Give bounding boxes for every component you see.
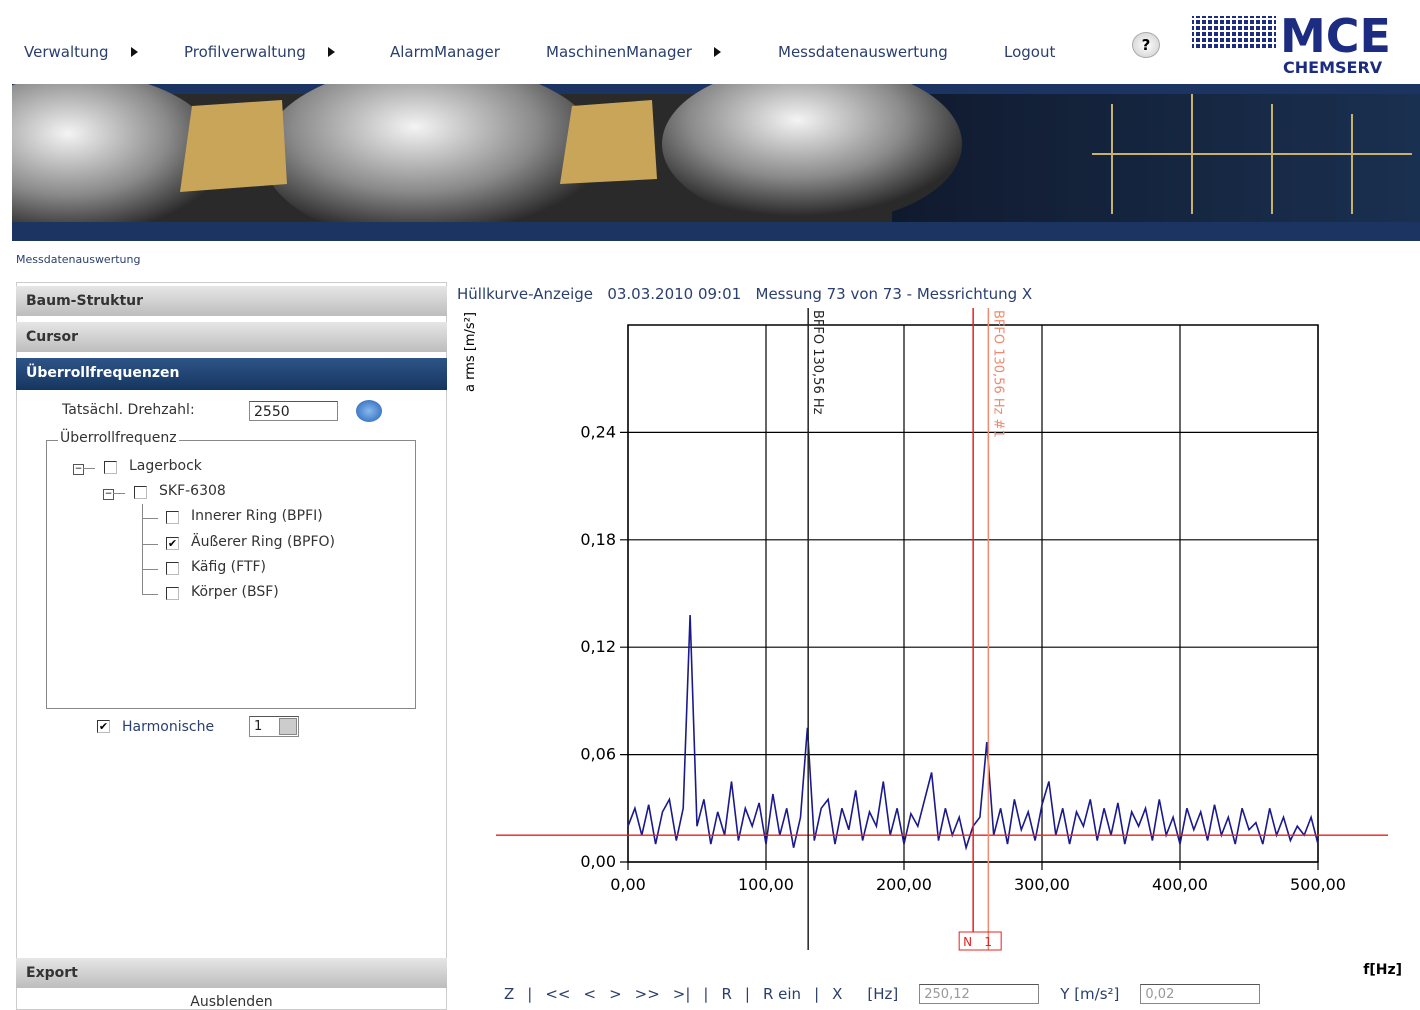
speed-label: Tatsächl. Drehzahl: — [62, 402, 195, 418]
y-tick-label: 0,00 — [580, 852, 616, 871]
nav-link[interactable]: Messdatenauswertung — [778, 43, 948, 61]
logo: MCE CHEMSERV — [1190, 14, 1420, 79]
separator: | — [703, 985, 708, 1003]
toolbar-button[interactable]: << — [545, 985, 570, 1003]
checkbox[interactable] — [104, 461, 117, 474]
toolbar-button[interactable]: >> — [635, 985, 660, 1003]
cursor-tag: N — [963, 935, 972, 949]
section-header[interactable]: Überrollfrequenzen — [16, 358, 447, 390]
toolbar-button[interactable]: < — [583, 985, 596, 1003]
toolbar-button[interactable]: R — [721, 985, 731, 1003]
refresh-button[interactable] — [356, 400, 382, 422]
y-tick-label: 0,06 — [580, 745, 616, 764]
harmonics-select[interactable]: 1 — [249, 716, 299, 737]
checkbox[interactable]: ✔ — [166, 537, 179, 550]
separator: | — [527, 985, 532, 1003]
tree-line — [142, 518, 158, 519]
select-value: 1 — [254, 719, 262, 734]
tree-line — [83, 468, 95, 469]
y-label: Y [m/s²] — [1060, 985, 1119, 1003]
tree-label: Lagerbock — [129, 458, 202, 474]
tree-label: Innerer Ring (BPFI) — [191, 508, 323, 524]
chart: 0,00 0,06 0,12 0,18 0,24 0,00 100,00 200,00 300,… — [450, 300, 1420, 980]
nav-link[interactable]: Profilverwaltung — [184, 43, 306, 61]
x-tick-label: 200,00 — [876, 875, 932, 894]
logo-name: MCE — [1280, 14, 1391, 63]
submenu-arrow — [131, 47, 138, 57]
checkbox[interactable] — [166, 562, 179, 575]
tree-line — [142, 530, 143, 556]
marker-tag: 1 — [984, 935, 992, 949]
tree-label: SKF-6308 — [159, 483, 226, 499]
separator: | — [814, 985, 819, 1003]
toolbar-button[interactable]: >| — [673, 985, 691, 1003]
y-tick-label: 0,12 — [580, 637, 616, 656]
checkbox[interactable] — [166, 511, 179, 524]
banner — [12, 84, 1420, 241]
checkbox[interactable]: ✔ — [97, 720, 110, 733]
hide-link[interactable]: Ausblenden — [16, 994, 447, 1010]
tree-toggle[interactable]: − — [73, 464, 84, 475]
tree-line — [142, 555, 143, 581]
tree-line — [142, 594, 158, 595]
x-tick-label: 0,00 — [610, 875, 646, 894]
section-header[interactable]: Cursor — [16, 322, 447, 352]
page: ? MCE CHEMSERV Messdatenauswertung Baum-… — [0, 0, 1420, 1010]
nav-link[interactable]: Logout — [1004, 43, 1055, 61]
x-tick-label: 400,00 — [1152, 875, 1208, 894]
nav-link[interactable]: MaschinenManager — [546, 43, 692, 61]
checkbox[interactable] — [166, 587, 179, 600]
marker-label: BFFO 130,56 Hz #1 — [990, 310, 1005, 438]
x-label: X — [832, 985, 842, 1003]
section-header[interactable]: Baum-Struktur — [16, 286, 447, 316]
x-unit: [Hz] — [867, 985, 898, 1003]
x-axis-label: f[Hz] — [1363, 962, 1402, 978]
y-tick-label: 0,18 — [580, 530, 616, 549]
select-arrow[interactable] — [279, 718, 297, 735]
submenu-arrow — [714, 47, 721, 57]
tree-line — [142, 544, 158, 545]
speed-input[interactable]: 2550 — [249, 401, 338, 421]
breadcrumb: Messdatenauswertung — [16, 253, 140, 266]
help-button[interactable]: ? — [1132, 32, 1160, 58]
y-input[interactable]: 0,02 — [1140, 984, 1260, 1004]
separator: | — [745, 985, 750, 1003]
tree-label: Körper (BSF) — [191, 584, 279, 600]
x-input[interactable]: 250,12 — [919, 984, 1039, 1004]
submenu-arrow — [328, 47, 335, 57]
nav-link[interactable]: AlarmManager — [390, 43, 500, 61]
toolbar-button[interactable]: Z — [504, 985, 514, 1003]
checkbox[interactable] — [134, 486, 147, 499]
tree-line — [142, 504, 143, 530]
tree-line — [142, 569, 158, 570]
toolbar-button[interactable]: R ein — [763, 985, 801, 1003]
x-tick-label: 500,00 — [1290, 875, 1346, 894]
tree-label: Käfig (FTF) — [191, 559, 266, 575]
marker-label: BFFO 130,56 Hz — [810, 310, 825, 415]
logo-sub: CHEMSERV — [1283, 58, 1383, 77]
tree-line — [113, 493, 125, 494]
x-tick-label: 300,00 — [1014, 875, 1070, 894]
x-tick-label: 100,00 — [738, 875, 794, 894]
harmonics-label: Harmonische — [122, 719, 214, 735]
toolbar-button[interactable]: > — [609, 985, 622, 1003]
tree-label: Äußerer Ring (BPFO) — [191, 534, 335, 550]
section-header[interactable]: Export — [16, 958, 447, 988]
tree-line — [142, 580, 143, 595]
nav-link[interactable]: Verwaltung — [24, 43, 109, 61]
y-tick-label: 0,24 — [580, 422, 616, 441]
fieldset-legend: Überrollfrequenz — [58, 430, 179, 446]
y-axis-label: a rms [m/s²] — [463, 312, 478, 392]
tree-toggle[interactable]: − — [103, 489, 114, 500]
